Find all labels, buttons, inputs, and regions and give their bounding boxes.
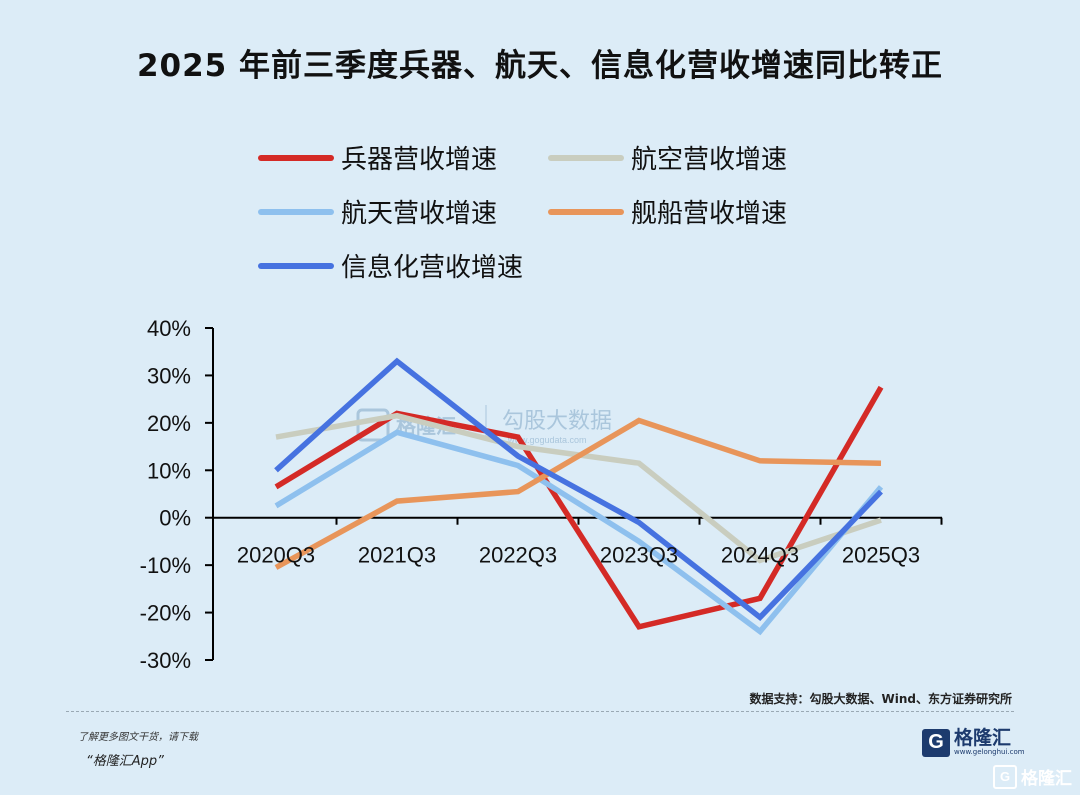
legend-label: 信息化营收增速: [341, 252, 523, 282]
brand-name: 格隆汇: [954, 727, 1012, 749]
series-line: [274, 357, 883, 621]
y-tick-label: -30%: [140, 648, 191, 673]
promo-text: 了解更多图文干货，请下载: [78, 732, 198, 743]
corner-watermark: G 格隆汇: [993, 764, 1072, 789]
y-tick-label: 0%: [159, 506, 191, 531]
corner-g-icon: G: [993, 764, 1017, 789]
brand-logo-block: G 格隆汇 www.gelonghui.com: [922, 728, 1025, 757]
legend-item: 航天营收增速: [258, 198, 497, 228]
brand-url: www.gelonghui.com: [954, 748, 1025, 756]
y-tick-label: 10%: [147, 458, 191, 483]
x-tick-label: 2020Q3: [237, 543, 315, 568]
legend-item: 舰船营收增速: [548, 198, 787, 228]
y-tick-label: 40%: [147, 316, 191, 341]
legend-item: 航空营收增速: [548, 144, 787, 174]
x-tick-label: 2024Q3: [721, 543, 799, 568]
corner-watermark-text: 格隆汇: [1021, 769, 1072, 789]
x-tick-label: 2025Q3: [842, 543, 920, 568]
legend-label: 航天营收增速: [341, 198, 497, 228]
x-tick-label: 2023Q3: [600, 543, 678, 568]
y-tick-label: 20%: [147, 411, 191, 436]
legend-item: 信息化营收增速: [258, 252, 523, 282]
series-line: [274, 429, 884, 636]
legend-item: 兵器营收增速: [258, 144, 497, 174]
y-tick-label: -10%: [140, 553, 191, 578]
watermark-url: www.gogudata.com: [507, 435, 587, 445]
legend-label: 舰船营收增速: [631, 198, 787, 228]
x-tick-label: 2022Q3: [479, 543, 557, 568]
watermark-text: 勾股大数据: [502, 408, 612, 433]
legend-label: 航空营收增速: [631, 144, 787, 174]
y-tick-label: 30%: [147, 363, 191, 388]
footer-divider: [66, 711, 1014, 712]
y-tick-label: -20%: [140, 601, 191, 626]
data-source: 数据支持：勾股大数据、Wind、东方证券研究所: [749, 692, 1012, 706]
x-tick-label: 2021Q3: [358, 543, 436, 568]
chart-title: 2025 年前三季度兵器、航天、信息化营收增速同比转正: [136, 48, 944, 84]
series-line: [274, 417, 882, 570]
series-line: [274, 385, 884, 630]
legend-label: 兵器营收增速: [341, 144, 497, 174]
promo-app-name: “格隆汇App”: [86, 754, 164, 769]
brand-g-icon: G: [922, 728, 950, 757]
